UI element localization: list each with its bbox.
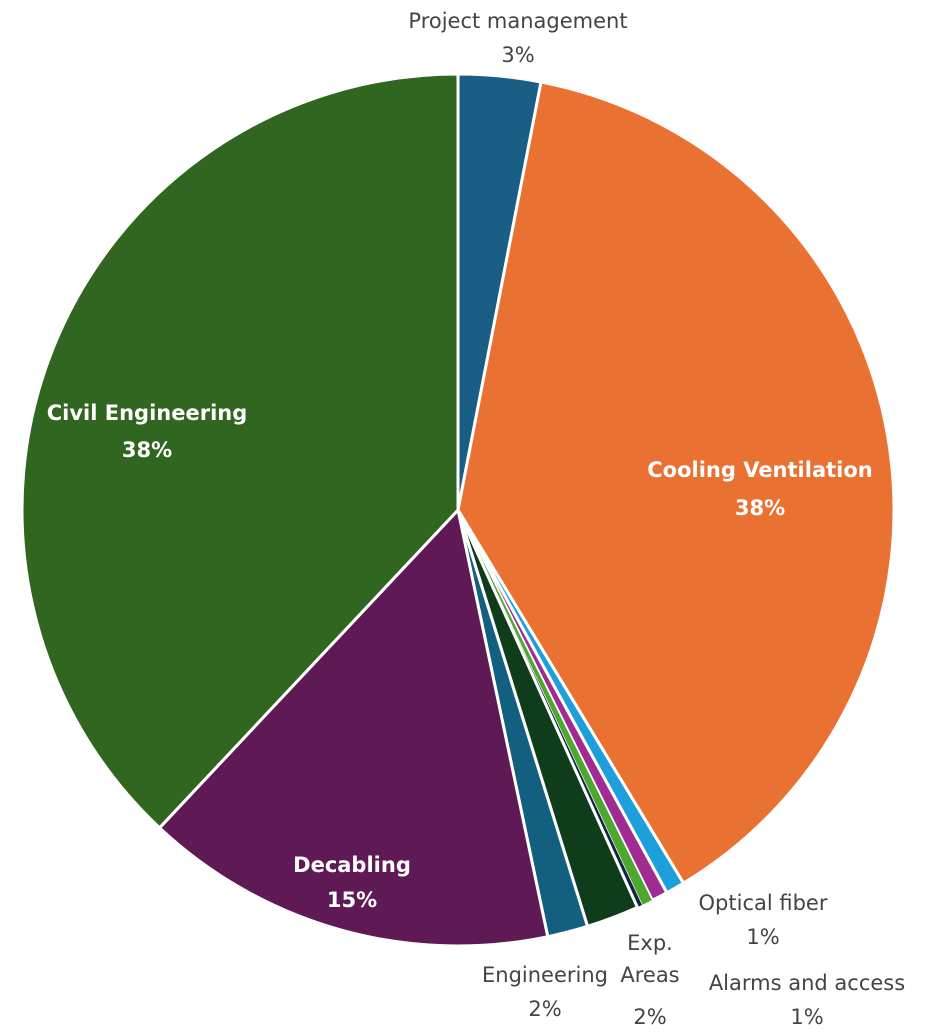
slice-value-label: 1% <box>746 925 780 949</box>
slice-value-label: 2% <box>633 1005 667 1029</box>
slice-value-label: 15% <box>326 888 378 912</box>
pie-slice <box>456 80 896 885</box>
slice-value-label: 2% <box>528 997 562 1021</box>
slice-value-label: 3% <box>501 43 535 67</box>
slice-label: Project management <box>408 9 628 33</box>
pie-slice <box>20 72 460 830</box>
slice-label: Cooling Ventilation <box>647 458 873 482</box>
slice-label: Decabling <box>293 853 411 877</box>
slice-value-label: 38% <box>734 496 786 520</box>
slice-value-label: 38% <box>121 438 173 462</box>
slice-label: Exp. Areas <box>620 931 680 987</box>
slice-label: Optical fiber <box>698 891 828 915</box>
slice-label: Alarms and access <box>708 971 906 995</box>
slice-label: Civil Engineering <box>46 401 248 425</box>
slice-value-label: 1% <box>790 1005 824 1029</box>
pie-slice <box>158 508 550 948</box>
slice-label: Engineering <box>482 963 608 987</box>
